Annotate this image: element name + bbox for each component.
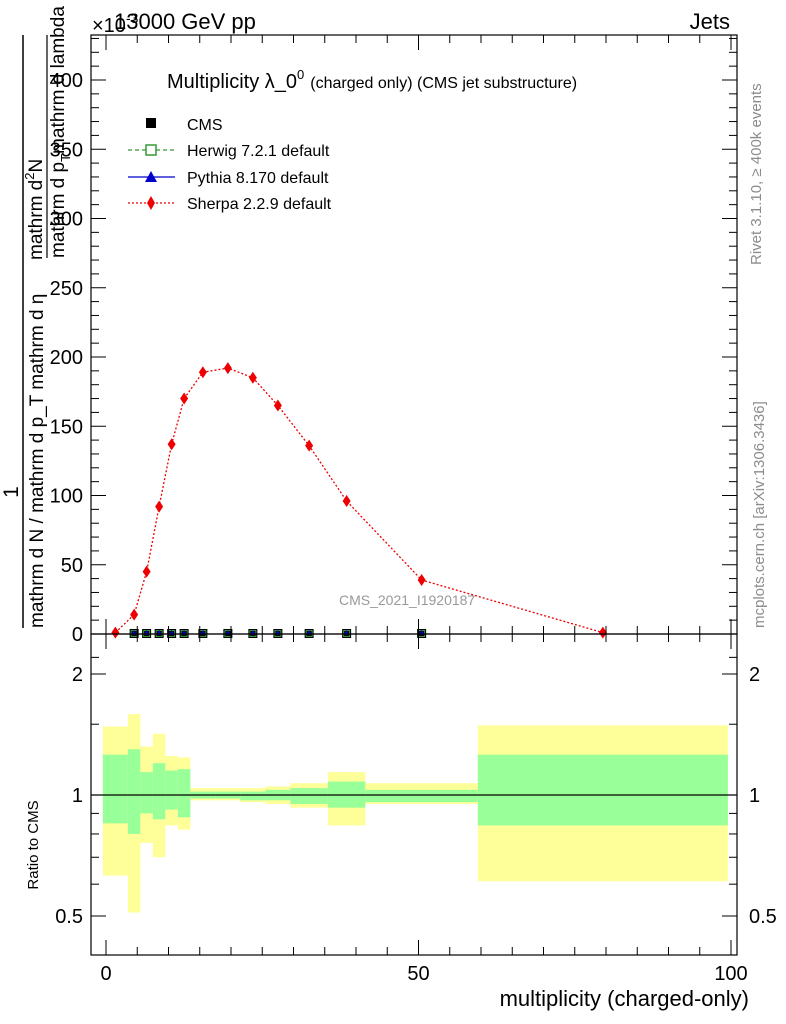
- analysis-watermark: CMS_2021_I1920187: [339, 592, 475, 608]
- legend-label-pythia: Pythia 8.170 default: [187, 170, 329, 187]
- sherpa-line: [114, 367, 604, 634]
- ratio-band-green-1: [127, 749, 141, 834]
- y-tick-label-4: 200: [50, 347, 83, 369]
- legend-marker-herwig: [145, 144, 157, 156]
- axes: 0 50 100 150 200 250 300 350 400 0 50 100 0.5 0.5 1 1 2 2: [50, 34, 777, 985]
- y-tick-label-6: 300: [50, 209, 83, 231]
- y-tick-label-0: 0: [72, 624, 83, 646]
- ratio-band-green-5: [177, 769, 191, 818]
- legend-marker-pythia: [145, 171, 157, 182]
- ratio-tick-label-right-1: 1: [749, 785, 760, 807]
- mcplots-label: mcplots.cern.ch [arXiv:1306.3436]: [751, 401, 768, 628]
- ratio-tick-label-2: 2: [72, 664, 83, 686]
- legend-item-sherpa: Sherpa 2.2.9 default: [128, 196, 332, 213]
- ratio-band-green-0: [102, 754, 128, 824]
- ratio-band-green-13: [477, 754, 728, 826]
- sherpa-point-12: [417, 573, 426, 586]
- sherpa-point-11: [342, 495, 351, 508]
- ratio-bands: [91, 714, 737, 913]
- y-tick-label-8: 400: [50, 70, 83, 92]
- legend: CMS Herwig 7.2.1 default Pythia 8.170 de…: [128, 117, 332, 213]
- y-label-denominator: mathrm d N / mathrm d p_T mathrm d η: [27, 294, 48, 628]
- y-tick-label-7: 350: [50, 139, 83, 161]
- x-tick-label-1: 50: [407, 963, 429, 985]
- sherpa-point-3: [155, 500, 164, 513]
- ratio-tick-label-right-2: 2: [749, 664, 760, 686]
- sherpa-point-8: [248, 371, 257, 384]
- rivet-label: Rivet 3.1.10, ≥ 400k events: [748, 83, 765, 265]
- legend-item-pythia: Pythia 8.170 default: [128, 170, 329, 187]
- legend-item-herwig: Herwig 7.2.1 default: [128, 143, 330, 160]
- ratio-band-green-10: [290, 788, 328, 804]
- y-label-fraction-denominator: mathrm d pTmathrm d lambda: [48, 6, 73, 258]
- ratio-band-green-2: [140, 772, 153, 814]
- ratio-band-green-8: [240, 791, 266, 801]
- legend-item-cms: CMS: [146, 117, 223, 134]
- ratio-tick-label-0: 0.5: [55, 906, 83, 928]
- sherpa-point-4: [167, 438, 176, 451]
- y-exponent-label: ×10-3: [92, 10, 139, 37]
- y-tick-label-3: 150: [50, 416, 83, 438]
- ratio-band-green-4: [165, 770, 178, 810]
- legend-label-herwig: Herwig 7.2.1 default: [187, 143, 330, 160]
- sherpa-point-13: [598, 626, 607, 639]
- legend-label-sherpa: Sherpa 2.2.9 default: [187, 196, 332, 213]
- sherpa-point-7: [223, 362, 232, 375]
- legend-marker-sherpa: [147, 196, 155, 210]
- legend-marker-cms: [146, 118, 156, 128]
- chart-title: Multiplicity λ_00(charged only) (CMS jet…: [167, 67, 577, 93]
- sherpa-point-9: [273, 399, 282, 412]
- ratio-tick-label-1: 1: [72, 785, 83, 807]
- sherpa-point-10: [305, 439, 314, 452]
- ratio-y-label: Ratio to CMS: [25, 800, 42, 889]
- sherpa-point-5: [180, 392, 189, 405]
- y-tick-label-2: 100: [50, 486, 83, 508]
- energy-label: 13000 GeV pp: [114, 9, 256, 34]
- y-label-fraction-numerator: mathrm d2N: [22, 159, 47, 260]
- x-tick-label-0: 0: [100, 963, 111, 985]
- legend-label-cms: CMS: [187, 117, 223, 134]
- y-axis-label: 1 mathrm d N / mathrm d p_T mathrm d η m…: [0, 6, 73, 628]
- sherpa-point-2: [142, 565, 151, 578]
- jets-label: Jets: [690, 9, 730, 34]
- y-tick-label-1: 50: [61, 555, 83, 577]
- x-tick-label-2: 100: [714, 963, 747, 985]
- sherpa-point-6: [198, 366, 207, 379]
- x-axis-label: multiplicity (charged-only): [500, 986, 749, 1011]
- ratio-tick-label-right-0: 0.5: [749, 906, 777, 928]
- sherpa-point-1: [130, 608, 139, 621]
- ratio-band-green-12: [365, 789, 478, 803]
- y-label-numerator: 1: [0, 486, 23, 498]
- sherpa-point-0: [111, 626, 120, 639]
- ratio-band-green-3: [152, 763, 166, 820]
- y-tick-label-5: 250: [50, 278, 83, 300]
